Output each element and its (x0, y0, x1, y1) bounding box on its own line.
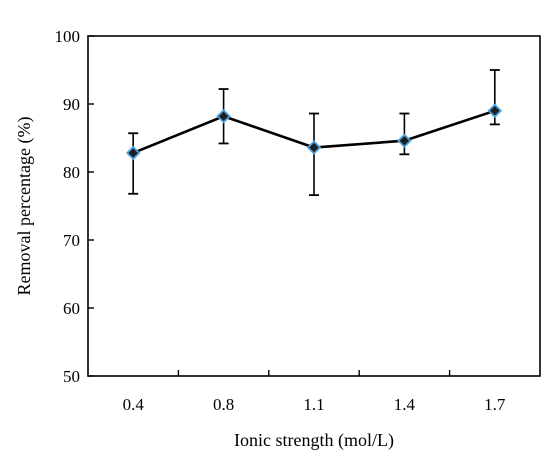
data-point (397, 133, 412, 148)
y-axis-label: Removal percentage (%) (14, 117, 35, 296)
y-tick-label: 90 (63, 95, 80, 114)
x-tick-label: 1.4 (394, 395, 416, 414)
data-point (487, 103, 503, 119)
x-tick-label: 0.8 (213, 395, 234, 414)
y-tick-label: 100 (55, 27, 81, 46)
plot-area-frame (87, 35, 541, 377)
x-tick-label: 1.1 (303, 395, 324, 414)
y-tick-label: 80 (63, 163, 80, 182)
y-tick-label: 70 (63, 231, 80, 250)
y-tick-label: 60 (63, 299, 80, 318)
x-axis-label: Ionic strength (mol/L) (234, 430, 394, 451)
data-markers (125, 103, 503, 161)
y-axis-ticks: 50 60 70 80 90 100 (55, 27, 94, 386)
x-tick-label: 0.4 (123, 395, 145, 414)
x-tick-label: 1.7 (484, 395, 506, 414)
x-axis-ticks: 0.4 0.8 1.1 1.4 1.7 (123, 370, 506, 414)
data-point (216, 108, 231, 124)
y-tick-label: 50 (63, 367, 80, 386)
data-point (125, 145, 141, 161)
data-point (306, 140, 322, 155)
error-bar (128, 132, 139, 195)
